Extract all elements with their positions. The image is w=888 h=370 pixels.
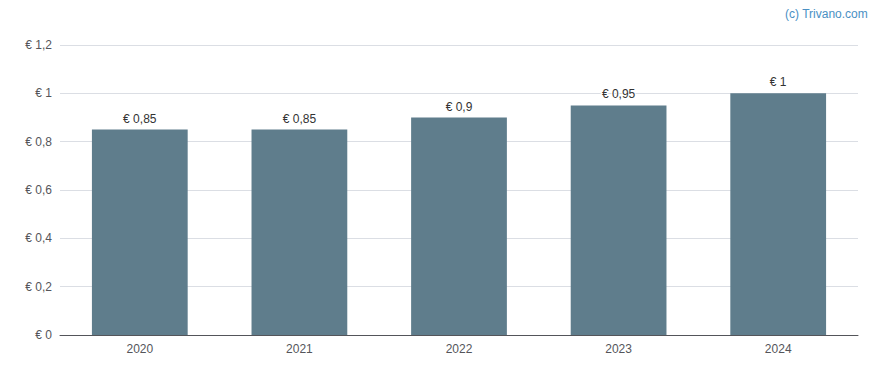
svg-text:€ 0,2: € 0,2 <box>25 280 52 294</box>
svg-text:€ 0,4: € 0,4 <box>25 231 52 245</box>
svg-text:2024: 2024 <box>765 342 792 356</box>
svg-text:2022: 2022 <box>446 342 473 356</box>
svg-text:€ 1: € 1 <box>35 86 52 100</box>
svg-text:2023: 2023 <box>605 342 632 356</box>
svg-text:€ 0,9: € 0,9 <box>446 100 473 114</box>
svg-text:€ 1: € 1 <box>770 75 787 89</box>
svg-text:€ 0,95: € 0,95 <box>602 87 636 101</box>
svg-text:€ 0: € 0 <box>35 328 52 342</box>
svg-text:€ 0,6: € 0,6 <box>25 183 52 197</box>
svg-text:2021: 2021 <box>286 342 313 356</box>
svg-text:(c) Trivano.com: (c) Trivano.com <box>785 7 868 21</box>
svg-text:€ 1,2: € 1,2 <box>25 38 52 52</box>
svg-text:€ 0,8: € 0,8 <box>25 135 52 149</box>
svg-text:€ 0,85: € 0,85 <box>283 112 317 126</box>
svg-text:2020: 2020 <box>126 342 153 356</box>
svg-text:€ 0,85: € 0,85 <box>123 112 157 126</box>
